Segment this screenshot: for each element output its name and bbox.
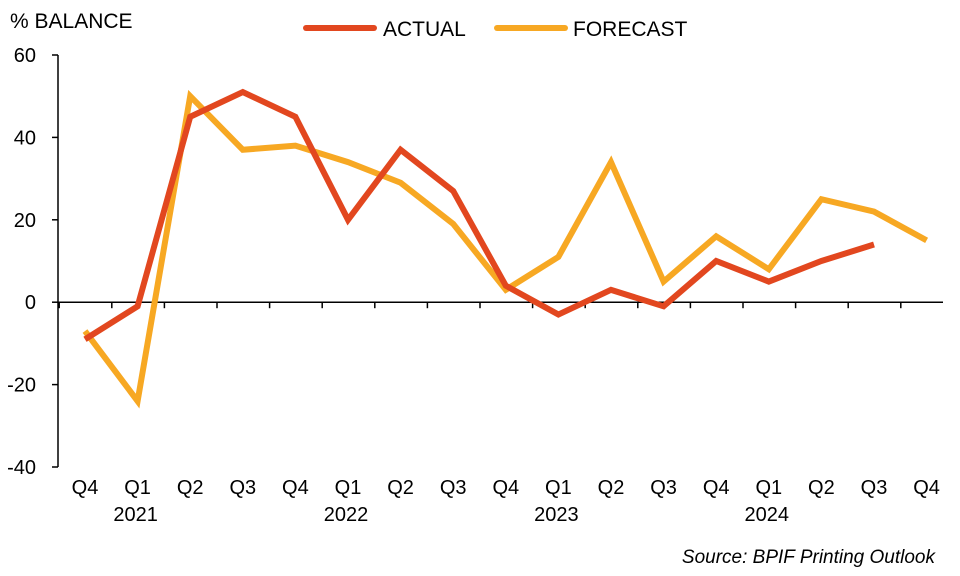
series-line-actual bbox=[83, 88, 875, 342]
x-tick-label: Q3 bbox=[861, 477, 888, 499]
x-tick-label: Q4 bbox=[282, 477, 309, 499]
x-tick-label: Q2 bbox=[808, 477, 835, 499]
legend-label-actual: ACTUAL bbox=[383, 18, 466, 41]
x-tick-label: Q4 bbox=[913, 477, 940, 499]
x-tick-label: Q4 bbox=[72, 477, 99, 499]
x-tick-label: Q2 bbox=[598, 477, 625, 499]
x-tick-label: Q1 bbox=[755, 477, 782, 499]
source-note: Source: BPIF Printing Outlook bbox=[682, 547, 937, 568]
series-layer bbox=[82, 88, 929, 409]
axes: -40 -20 0 20 40 60 Q4 Q1 Q2 Q3 Q4 Q1 Q2 Q3 Q4 Q1 Q2 Q3 Q4 Q… bbox=[7, 45, 943, 526]
y-tick-label: -40 bbox=[7, 457, 36, 479]
y-axis-label: % BALANCE bbox=[10, 10, 133, 33]
y-tick-label: 20 bbox=[14, 210, 36, 232]
year-label: 2023 bbox=[534, 504, 579, 526]
legend: ACTUAL FORECAST bbox=[303, 18, 688, 41]
x-tick-label: Q4 bbox=[492, 477, 519, 499]
year-label: 2021 bbox=[113, 504, 158, 526]
x-tick-label: Q3 bbox=[229, 477, 256, 499]
x-tick-label: Q3 bbox=[650, 477, 677, 499]
year-label: 2022 bbox=[324, 504, 369, 526]
legend-label-forecast: FORECAST bbox=[573, 18, 688, 41]
x-tick-label: Q2 bbox=[387, 477, 414, 499]
y-tick-label: 40 bbox=[14, 127, 36, 149]
x-tick-label: Q4 bbox=[703, 477, 730, 499]
x-tick-label: Q2 bbox=[177, 477, 204, 499]
y-tick-label: -20 bbox=[7, 375, 36, 397]
x-tick-label: Q1 bbox=[335, 477, 362, 499]
year-label: 2024 bbox=[745, 504, 790, 526]
y-tick-label: 60 bbox=[14, 45, 36, 67]
x-tick-label: Q3 bbox=[440, 477, 467, 499]
x-tick-label: Q1 bbox=[124, 477, 151, 499]
series-line-forecast bbox=[82, 89, 929, 409]
x-tick-label: Q1 bbox=[545, 477, 572, 499]
y-tick-label: 0 bbox=[25, 292, 36, 314]
